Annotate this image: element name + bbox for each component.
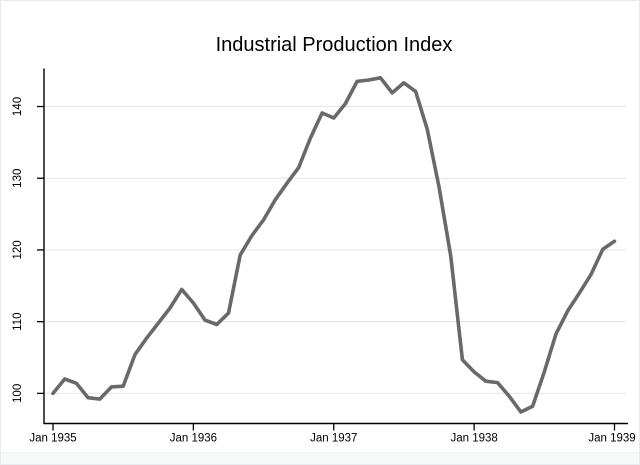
x-tick-label: Jan 1936 — [170, 433, 217, 445]
x-axis-ticks: Jan 1935 Jan 1936 Jan 1937 Jan 1938 Jan 1939 — [29, 423, 636, 445]
x-tick-label: Jan 1935 — [29, 433, 76, 445]
y-tick-label: 100 — [12, 384, 24, 403]
frame-decoration — [1, 452, 639, 464]
y-axis-ticks: 100 110 120 130 140 — [12, 97, 44, 403]
chart-title: Industrial Production Index — [216, 34, 453, 56]
y-tick-label: 120 — [12, 240, 24, 259]
footer-strip — [1, 454, 639, 464]
y-tick-label: 140 — [12, 97, 24, 116]
data-line — [51, 76, 617, 414]
x-tick-label: Jan 1938 — [450, 433, 497, 445]
axis-lines — [43, 68, 628, 425]
y-tick-label: 110 — [12, 312, 24, 330]
x-tick-label: Jan 1937 — [310, 433, 357, 445]
x-tick-label: Jan 1939 — [588, 433, 635, 445]
gridlines — [45, 106, 626, 394]
y-tick-label: 130 — [12, 169, 24, 188]
